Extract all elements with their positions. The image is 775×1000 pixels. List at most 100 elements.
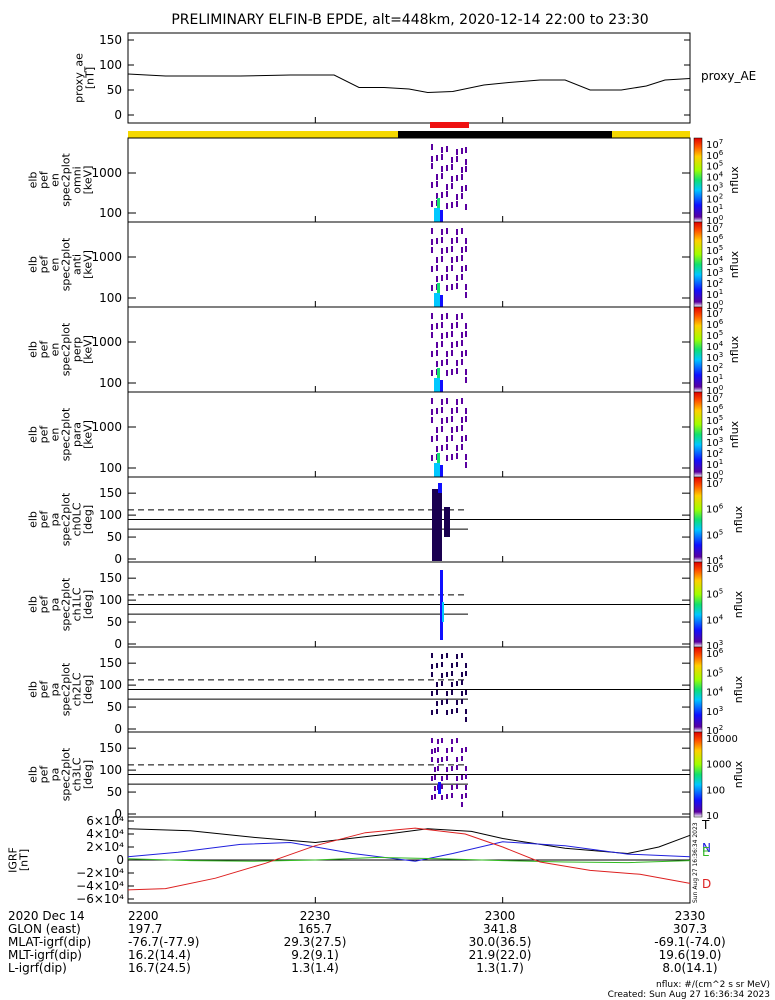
spectrogram-pixel <box>461 193 463 199</box>
spectrogram-pixel <box>451 747 453 752</box>
panel-ch0LC-ylabel-line: [deg] <box>82 505 95 534</box>
spectrogram-pixel <box>446 455 448 461</box>
spectrogram-pixel <box>436 238 438 244</box>
panel-ch2LC-ylabel-line: pa <box>49 683 62 697</box>
proxy-ae-tick-label: 150 <box>99 33 122 47</box>
side-timestamp: Sun Aug 27 16:36:34 2023 <box>692 822 699 903</box>
spectrogram-pixel <box>431 672 433 677</box>
spectrogram-pixel <box>465 350 467 356</box>
panel-ch2LC-tick-label: 150 <box>99 656 122 670</box>
panel-para-ylabel-line: elb <box>27 426 40 443</box>
colorbar-tick-exp: 6 <box>719 403 724 411</box>
spectrogram-pixel <box>451 793 453 798</box>
spectrogram-pixel <box>461 802 463 807</box>
colorbar-tick-exp: 6 <box>719 503 724 511</box>
panel-perp-tick-label: 100 <box>99 376 122 390</box>
colorbar-label: nflux <box>728 166 741 194</box>
spectrogram-pixel <box>456 700 458 705</box>
spectrogram-pixel <box>456 681 458 686</box>
spectrogram-pixel <box>461 794 463 799</box>
panel-ch1LC-tick-label: 0 <box>114 637 122 651</box>
spectrogram-pixel <box>446 775 448 780</box>
spectrogram-pixel <box>441 322 443 328</box>
spectrogram-pixel <box>441 784 443 789</box>
igrf-tick-label: −4×10⁴ <box>76 879 124 893</box>
spectrogram-pixel <box>441 700 443 705</box>
spectrogram-pixel <box>446 313 448 319</box>
spectrogram-pixel <box>451 323 453 329</box>
footer-row-value: -76.7(-77.9) <box>128 935 199 949</box>
spectrogram-pixel <box>441 341 443 347</box>
spectrogram-pixel <box>442 602 444 622</box>
spectrogram-pixel <box>434 208 440 222</box>
colorbar-tick-exp: 1 <box>719 203 723 211</box>
spectrogram-pixel <box>456 237 458 243</box>
colorbar-tick-label: 104 <box>706 613 724 626</box>
footer-row-value: 2330 <box>675 909 706 923</box>
spectrogram-pixel <box>465 690 467 695</box>
spectrogram-pixel <box>441 275 443 281</box>
spectrogram-pixel <box>446 266 448 272</box>
spectrogram-pixel <box>437 747 439 752</box>
panel-perp-ylabel-line: elb <box>27 341 40 358</box>
flux-units-note: nflux: #/(cm^2 s sr MeV) <box>656 980 770 990</box>
footer-row-label: MLT-igrf(dip) <box>8 948 82 962</box>
spectrogram-pixel <box>446 191 448 197</box>
spectrogram-pixel <box>461 228 463 234</box>
panel-ch3LC-tick-label: 150 <box>99 741 122 755</box>
panel-perp-tick-label: 1000 <box>91 335 122 349</box>
footer-row-value: 2200 <box>128 909 159 923</box>
spectrogram-pixel <box>465 747 467 752</box>
igrf-tick-label: 2×10⁴ <box>86 840 124 854</box>
panel-perp-ylabel-line: en <box>49 343 62 357</box>
spectrogram-pixel <box>441 314 443 320</box>
proxy-ae-tick-label: 0 <box>114 108 122 122</box>
panel-ch1LC-tick-label: 150 <box>99 571 122 585</box>
panel-ch3LC-ylabel-line: [deg] <box>82 760 95 789</box>
colorbar-tick-exp: 3 <box>719 436 723 444</box>
panel-para-tick-label: 100 <box>99 461 122 475</box>
colorbar-tick-label: 106 <box>706 503 724 516</box>
spectrogram-pixel <box>446 398 448 404</box>
panel-ch2LC-ylabel-line: pef <box>38 680 51 699</box>
spectrogram-pixel <box>436 155 438 161</box>
spectrogram-pixel <box>446 699 448 704</box>
spectrogram-pixel <box>456 399 458 405</box>
colorbar-tick-label: 1000 <box>706 760 731 771</box>
spectrogram-pixel <box>431 182 433 188</box>
spectrogram-pixel <box>446 351 448 357</box>
colorbar-tick-label: 100 <box>706 785 725 796</box>
colorbar-tick-exp: 7 <box>719 307 723 315</box>
spectrogram-pixel <box>461 313 463 319</box>
spectrogram-pixel <box>456 407 458 413</box>
spectrogram-pixel <box>456 445 458 451</box>
spectrogram-pixel <box>441 333 443 339</box>
colorbar-tick-label: 106 <box>706 562 724 575</box>
spectrogram-pixel <box>451 739 453 744</box>
spectrogram-pixel <box>441 681 443 686</box>
spectrogram-pixel <box>451 408 453 414</box>
panel-omni-tick-label: 100 <box>99 206 122 220</box>
spectrogram-pixel <box>437 739 439 744</box>
spectrogram-pixel <box>436 323 438 329</box>
colorbar-tick-label: 105 <box>706 588 723 601</box>
spectrogram-pixel <box>431 653 433 658</box>
igrf-series-D <box>127 827 691 891</box>
spectrogram-pixel <box>434 786 436 791</box>
panel-omni-ylabel-line: en <box>49 173 62 187</box>
spectrogram-pixel <box>456 765 458 770</box>
panel-ch0LC-tick-label: 50 <box>107 530 122 544</box>
spectrogram-pixel <box>441 237 443 243</box>
spectrogram-pixel <box>436 361 438 367</box>
spectrogram-pixel <box>431 710 433 715</box>
panel-ch2LC-ylabel-line: [deg] <box>82 675 95 704</box>
spectrogram-pixel <box>451 369 453 375</box>
spectrogram-pixel <box>441 418 443 424</box>
spectrogram-pixel <box>441 166 443 172</box>
panel-ch3LC-tick-label: 50 <box>107 785 122 799</box>
spectrogram-pixel <box>456 229 458 235</box>
